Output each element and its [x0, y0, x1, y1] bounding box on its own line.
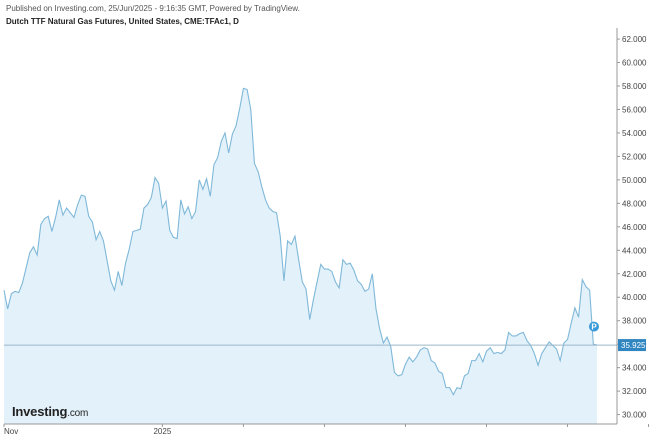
y-axis-ticks: 62.000 60.000 58.000 56.000 54.000 52.000 50.0… [617, 35, 647, 420]
y-tick-label: 32.000 [622, 387, 647, 396]
last-price-label: 35.925 [621, 341, 646, 350]
y-tick-label: 46.000 [622, 223, 647, 232]
price-line [3, 87, 598, 396]
x-tick-label: Nov [4, 427, 18, 436]
y-tick-label: 48.000 [622, 199, 647, 208]
x-tick-label: 2025 [153, 427, 171, 436]
y-tick-label: 54.000 [622, 129, 647, 138]
last-price-tag-bg [618, 339, 646, 352]
logo-main: Investing [12, 404, 68, 419]
y-tick-label: 38.000 [622, 317, 647, 326]
last-price-tag: 35.925 [618, 339, 646, 352]
y-tick-label: 44.000 [622, 246, 647, 255]
position-marker[interactable]: P [589, 321, 599, 332]
position-marker-label: P [591, 323, 597, 332]
published-note: Published on Investing.com, 25/Jun/2025 … [6, 4, 300, 13]
y-tick-label: 52.000 [622, 152, 647, 161]
y-tick-label: 56.000 [622, 105, 647, 114]
y-tick-label: 40.000 [622, 293, 647, 302]
y-tick-label: 34.000 [622, 364, 647, 373]
y-tick-label: 62.000 [622, 35, 647, 44]
y-tick-label: 50.000 [622, 176, 647, 185]
chart-title: Dutch TTF Natural Gas Futures, United St… [6, 17, 239, 26]
investing-logo: Investing.com [12, 404, 88, 419]
x-axis-ticks: Nov 2025 [3, 424, 650, 436]
y-tick-label: 42.000 [622, 270, 647, 279]
y-tick-label: 58.000 [622, 82, 647, 91]
y-tick-label: 30.000 [622, 411, 647, 420]
logo-suffix: .com [67, 408, 89, 419]
position-marker-icon[interactable] [589, 321, 599, 332]
price-area [4, 88, 597, 424]
axes [4, 28, 618, 425]
y-tick-label: 60.000 [622, 59, 647, 68]
